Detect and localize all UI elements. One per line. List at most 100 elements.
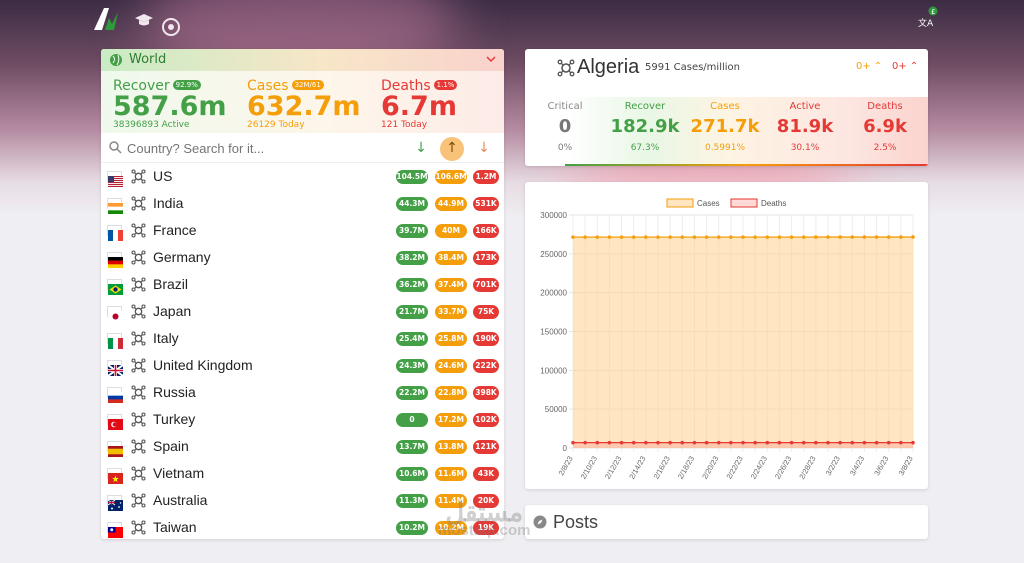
country-row[interactable]: Brazil 36.2M 37.4M 701K <box>101 271 504 298</box>
deaths-today: 121 Today <box>381 120 428 130</box>
data-point-deaths <box>741 440 745 445</box>
country-flag-icon <box>107 333 123 349</box>
data-point-deaths <box>583 440 587 445</box>
y-tick-label: 250000 <box>540 250 567 259</box>
country-name: United Kingdom <box>153 357 253 373</box>
data-point-cases <box>692 235 697 239</box>
search-icon <box>109 141 122 154</box>
country-detail-stats: Critical 0 0% Recover 182.9k 67.3% Cases 271.7k… <box>525 97 928 166</box>
virus-icon <box>131 466 146 481</box>
country-row[interactable]: Italy 25.4M 25.8M 190K <box>101 325 504 352</box>
deaths-label: Deaths <box>381 78 431 94</box>
stat-value: 0 <box>558 116 572 137</box>
world-panel: World Recover 92.9% 587.6m 38396893 Activ… <box>101 49 504 539</box>
cases-per-million: 5991 Cases/million <box>645 62 740 73</box>
country-row[interactable]: Russia 22.2M 22.8M 398K <box>101 379 504 406</box>
country-row[interactable]: Turkey 0 17.2M 102K <box>101 406 504 433</box>
data-point-deaths <box>777 440 782 445</box>
virus-icon <box>557 59 575 77</box>
recovered-pill: 13.7M <box>396 440 428 454</box>
country-name: Brazil <box>153 276 189 292</box>
country-flag-icon <box>107 225 123 241</box>
deaths-pill: 75K <box>473 305 499 319</box>
country-name: Germany <box>153 249 211 265</box>
cases-pill: 10.2M <box>435 521 467 535</box>
sort-cases-button[interactable]: ↑ <box>440 137 464 161</box>
country-row[interactable]: Japan 21.7M 33.7M 75K <box>101 298 504 325</box>
x-tick-label: 2/8/23 <box>557 455 575 478</box>
data-point-deaths <box>886 440 891 445</box>
data-point-cases <box>656 235 660 239</box>
legend-label-deaths: Deaths <box>761 199 786 208</box>
country-row[interactable]: India 44.3M 44.9M 531K <box>101 190 504 217</box>
data-point-deaths <box>814 440 818 445</box>
world-deaths: Deaths 1.1% 6.7m 121 Today <box>381 75 458 130</box>
country-flag-icon <box>107 252 123 269</box>
virus-icon <box>131 196 146 211</box>
recovered-pill: 36.2M <box>396 278 428 292</box>
search-row: ↓ ↑ ↓ <box>101 133 504 163</box>
stat-percent: 0.5991% <box>704 143 746 153</box>
data-point-cases <box>777 235 782 239</box>
sort-recover-button[interactable]: ↓ <box>415 140 427 156</box>
watermark-arabic: مستقل <box>445 497 524 527</box>
virus-icon <box>131 412 146 427</box>
deaths-pill: 531K <box>473 197 499 211</box>
series-area-cases <box>573 236 913 448</box>
country-row[interactable]: France 39.7M 40M 166K <box>101 217 504 244</box>
country-detail-panel: Algeria 5991 Cases/million 0+ ⌃ 0+ ⌃ Cri… <box>525 49 928 166</box>
country-row[interactable]: Taiwan 10.2M 10.2M 19K <box>101 514 504 539</box>
chart-panel: 0 50000 100000 150000 200000 250000 300000 2/8/… <box>525 182 928 489</box>
data-point-cases <box>571 235 575 239</box>
data-point-deaths <box>862 440 867 445</box>
stat-recover: Recover 182.9k 67.3% <box>605 97 685 153</box>
country-row[interactable]: Australia 11.3M 11.4M 20K <box>101 487 504 514</box>
recovered-pill: 0 <box>396 413 428 427</box>
chevron-down-icon[interactable] <box>486 54 496 64</box>
country-row[interactable]: Germany 38.2M 38.4M 173K <box>101 244 504 271</box>
data-point-cases <box>729 235 733 239</box>
data-point-deaths <box>850 440 855 445</box>
graduation-cap-icon[interactable] <box>134 10 154 30</box>
stat-value: 182.9k <box>610 116 680 137</box>
data-point-cases <box>911 235 915 239</box>
sort-deaths-button[interactable]: ↓ <box>478 140 490 156</box>
posts-panel[interactable]: Posts <box>525 505 928 539</box>
cases-pill: 38.4M <box>435 251 467 265</box>
cases-value: 632.7m <box>247 91 361 122</box>
world-recover: Recover 92.9% 587.6m 38396893 Active <box>113 75 227 130</box>
virus-icon[interactable] <box>160 16 182 38</box>
x-tick-label: 3/6/23 <box>872 455 890 478</box>
country-row[interactable]: United Kingdom 24.3M 24.6M 222K <box>101 352 504 379</box>
recover-label: Recover <box>113 78 170 94</box>
stat-cases: Cases 271.7k 0.5991% <box>685 97 765 153</box>
app-logo[interactable] <box>92 6 120 32</box>
deaths-toggle[interactable]: 0+ ⌃ <box>892 61 919 72</box>
country-name: Japan <box>153 303 192 319</box>
data-point-cases <box>631 235 636 239</box>
translate-icon[interactable]: £ 文A <box>916 6 940 30</box>
country-row[interactable]: Spain 13.7M 13.8M 121K <box>101 433 504 460</box>
cases-today: 26129 Today <box>247 120 305 130</box>
cases-pill: 13.8M <box>435 440 467 454</box>
recovered-pill: 25.4M <box>396 332 428 346</box>
svg-text:£: £ <box>931 8 935 16</box>
country-row[interactable]: US 104.5M 106.6M 1.2M <box>101 163 504 190</box>
y-tick-label: 300000 <box>540 211 567 220</box>
data-point-cases <box>753 235 757 239</box>
compass-icon <box>533 515 547 529</box>
recovered-pill: 39.7M <box>396 224 428 238</box>
stat-percent: 30.1% <box>790 143 820 153</box>
world-header[interactable]: World <box>101 49 504 71</box>
country-row[interactable]: Vietnam 10.6M 11.6M 43K <box>101 460 504 487</box>
country-flag-icon <box>107 306 123 322</box>
stat-critical: Critical 0 0% <box>525 97 605 153</box>
data-point-cases <box>886 235 891 239</box>
x-tick-label: 2/18/23 <box>676 455 696 481</box>
data-point-cases <box>668 235 672 239</box>
cases-toggle[interactable]: 0+ ⌃ <box>856 61 883 72</box>
x-tick-label: 2/10/23 <box>579 455 599 481</box>
data-point-cases <box>826 235 830 239</box>
country-search-input[interactable] <box>127 137 387 159</box>
data-point-cases <box>704 235 709 239</box>
